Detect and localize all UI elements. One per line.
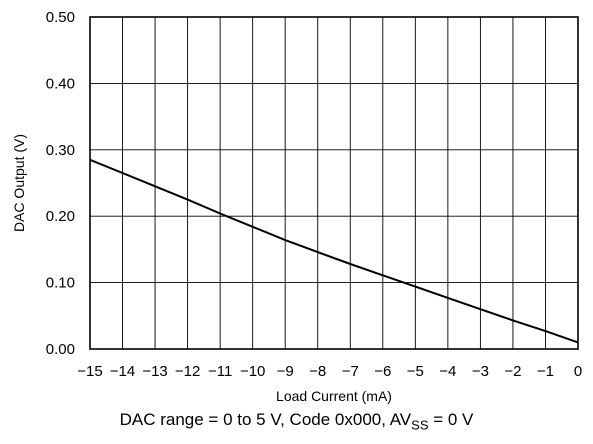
caption-suffix: = 0 V [428,410,474,429]
chart-caption: DAC range = 0 to 5 V, Code 0x000, AVSS =… [0,410,593,432]
y-tick-label: 0.40 [46,75,75,92]
grid-lines [89,16,579,350]
series-line [89,158,579,344]
x-tick-label: 0 [574,363,582,380]
x-tick-label: −12 [175,363,200,380]
y-tick-label: 0.50 [46,9,75,26]
x-axis-label: Load Current (mA) [276,388,392,404]
x-tick-label: −5 [407,363,424,380]
x-tick-label: −11 [208,363,232,380]
y-tick-label: 0.30 [46,142,75,159]
x-tick-label: −10 [240,363,265,380]
series-layer [89,158,579,344]
y-tick-labels: 0.00 0.10 0.20 0.30 0.40 0.50 [46,9,75,358]
x-tick-label: −1 [537,363,554,380]
x-tick-label: −14 [110,363,135,380]
x-tick-label: −13 [142,363,167,380]
y-tick-label: 0.20 [46,208,75,225]
x-tick-label: −6 [374,363,391,380]
x-tick-label: −15 [77,363,102,380]
x-tick-labels: −15 −14 −13 −12 −11 −10 −9 −8 −7 −6 −5 −4 −3 −2 −1 0 [77,363,582,380]
x-tick-label: −9 [277,363,294,380]
x-tick-label: −4 [439,363,456,380]
x-tick-label: −8 [309,363,326,380]
x-tick-label: −3 [472,363,489,380]
y-axis-label: DAC Output (V) [11,134,27,232]
y-tick-label: 0.10 [46,275,75,292]
caption-prefix: DAC range = 0 to 5 V, Code 0x000, AV [119,410,412,429]
x-tick-label: −7 [342,363,359,380]
y-tick-label: 0.00 [46,341,75,358]
x-tick-label: −2 [504,363,521,380]
plot-frame [89,16,579,350]
caption-subscript: SS [411,417,429,433]
